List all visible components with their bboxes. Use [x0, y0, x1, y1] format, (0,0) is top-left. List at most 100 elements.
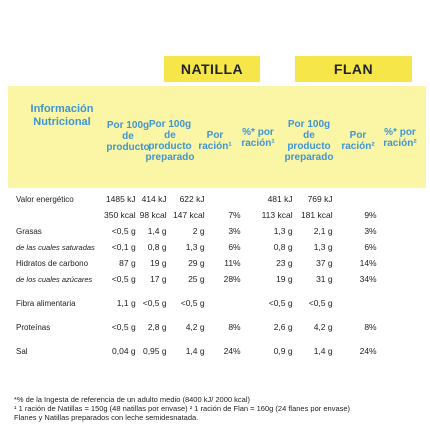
nutrient-value: 1,3 g — [185, 242, 205, 252]
table-row: de los cuales azúcares <0,5 g 17 g 25 g 28% 1… — [14, 271, 379, 287]
nutrient-value: 481 kJ — [267, 194, 293, 204]
nutrient-label: Fibra alimentaria — [16, 298, 76, 308]
nutrient-label: Valor energético — [16, 194, 74, 204]
row-spacer — [14, 335, 379, 343]
table-row: de las cuales saturadas <0,1 g 0,8 g 1,3 g 6… — [14, 239, 379, 255]
table-row: Valor energético 1485 kJ 414 kJ 622 kJ 481 k… — [14, 191, 379, 207]
nutrient-value: 4,2 g — [185, 322, 205, 332]
row-spacer-cell — [14, 335, 379, 343]
col-header-2: Por 100g de producto preparado — [145, 119, 195, 163]
nutrient-value: 6% — [228, 242, 241, 252]
nutrient-value: <0,5 g — [111, 226, 136, 236]
nutrient-value: 14% — [359, 258, 377, 268]
nutrient-value: 24% — [359, 346, 377, 356]
nutrient-value — [335, 191, 379, 207]
nutrient-value: 0,8 g — [273, 242, 293, 252]
nutrient-value: 25 g — [188, 274, 205, 284]
nutrient-value: 11% — [224, 258, 241, 268]
nutrient-value: 19 g — [150, 258, 167, 268]
row-spacer — [14, 311, 379, 319]
nutrient-value: 7% — [228, 210, 241, 220]
nutrient-value: 0,04 g — [112, 346, 136, 356]
nutrient-value: 6% — [364, 242, 377, 252]
nutrient-value: 1,1 g — [116, 298, 136, 308]
nutrient-value: 0,8 g — [147, 242, 167, 252]
nutrient-value: 1,3 g — [273, 226, 293, 236]
table-row: 350 kcal 98 kcal 147 kcal 7% 113 kcal 181 kca… — [14, 207, 379, 223]
nutrition-panel: NATILLA FLAN Información Nutricional Por… — [8, 56, 426, 422]
nutrient-label: Grasas — [16, 226, 42, 236]
nutrient-value — [207, 295, 243, 311]
nutrient-label: Hidratos de carbono — [16, 258, 89, 268]
nutrient-value: 34% — [359, 274, 377, 284]
nutrient-label — [14, 207, 102, 223]
footnote-reference: *% de la Ingesta de referencia de un adu… — [14, 395, 250, 404]
footnote-serving: ¹ 1 ración de Natillas = 150g (48 natill… — [14, 404, 351, 413]
table-row: Hidratos de carbono 87 g 19 g 29 g 11% 23 g 37… — [14, 255, 379, 271]
nutrient-value: 37 g — [316, 258, 333, 268]
nutrient-value: 0,95 g — [142, 346, 167, 356]
column-header-band — [8, 86, 426, 188]
nutrient-value: 23 g — [276, 258, 293, 268]
col-header-7: %* por ración² — [383, 127, 417, 149]
natilla-header: NATILLA — [164, 56, 260, 82]
nutrient-value: 3% — [364, 226, 377, 236]
nutrient-value: <0,5 g — [142, 298, 167, 308]
row-spacer — [14, 287, 379, 295]
nutrient-label: de los cuales azúcares — [16, 274, 93, 284]
nutrient-value: 2,1 g — [313, 226, 333, 236]
nutrient-value: 4,2 g — [313, 322, 333, 332]
nutrient-value: 87 g — [119, 258, 136, 268]
col-header-6: Por ración² — [341, 130, 375, 152]
nutrient-value: 24% — [223, 346, 241, 356]
row-spacer-cell — [14, 311, 379, 319]
nutrient-label: Sal — [16, 346, 28, 356]
nutrient-value: 29 g — [188, 258, 205, 268]
nutrient-value: 19 g — [276, 274, 293, 284]
table-row: Sal 0,04 g 0,95 g 1,4 g 24% 0,9 g 1,4 g 24% — [14, 343, 379, 359]
nutrient-value: 147 kcal — [172, 210, 205, 220]
nutrient-value: <0,5 g — [268, 298, 293, 308]
nutrient-value: 1,3 g — [313, 242, 333, 252]
nutrient-value: 0,9 g — [273, 346, 293, 356]
nutrient-value: 28% — [223, 274, 241, 284]
nutrient-label: Proteínas — [16, 322, 51, 332]
nutrient-value: 98 kcal — [139, 210, 167, 220]
nutrient-value: 113 kcal — [261, 210, 293, 220]
nutrient-value: 769 kJ — [307, 194, 333, 204]
nutrient-value: 2,8 g — [147, 322, 167, 332]
nutrient-value: 8% — [228, 322, 241, 332]
col-header-5: Por 100g de producto preparado — [284, 119, 334, 163]
nutrient-value: 3% — [228, 226, 241, 236]
nutrient-value: <0,5 g — [308, 298, 333, 308]
nutrient-label: de las cuales saturadas — [16, 242, 95, 252]
nutrition-table: Valor energético 1485 kJ 414 kJ 622 kJ 481 k… — [14, 191, 379, 359]
col-header-4: %* por ración¹ — [241, 127, 275, 149]
nutrient-value: 9% — [364, 210, 377, 220]
nutrient-value: 8% — [364, 322, 377, 332]
table-row: Grasas <0,5 g 1,4 g 2 g 3% 1,3 g 2,1 g 3% — [14, 223, 379, 239]
nutrient-value: 1,4 g — [313, 346, 333, 356]
footnotes: *% de la Ingesta de referencia de un adu… — [14, 395, 430, 422]
col-header-3: Por ración¹ — [198, 130, 232, 152]
nutrient-value: 1,4 g — [185, 346, 205, 356]
nutrient-value: 414 kJ — [141, 194, 167, 204]
table-row: Fibra alimentaria 1,1 g <0,5 g <0,5 g <0,5 g… — [14, 295, 379, 311]
nutrient-value — [207, 191, 243, 207]
info-label: Información Nutricional — [30, 103, 94, 128]
nutrient-value: 2 g — [192, 226, 205, 236]
col-header-1: Por 100g de producto — [106, 119, 150, 153]
nutrient-value: 17 g — [150, 274, 167, 284]
nutrient-value: 350 kcal — [104, 210, 136, 220]
nutrient-value: 31 g — [316, 274, 333, 284]
nutrient-value: 181 kcal — [300, 210, 333, 220]
nutrient-value: <0,1 g — [111, 242, 136, 252]
nutrient-value — [335, 295, 379, 311]
footnote-preparation: Flanes y Natillas preparados con leche s… — [14, 413, 199, 422]
nutrient-value: <0,5 g — [111, 322, 136, 332]
flan-header: FLAN — [295, 56, 412, 82]
nutrient-value: 1,4 g — [147, 226, 167, 236]
nutrient-value: 622 kJ — [179, 194, 205, 204]
row-spacer-cell — [14, 287, 379, 295]
nutrient-value: <0,5 g — [111, 274, 136, 284]
